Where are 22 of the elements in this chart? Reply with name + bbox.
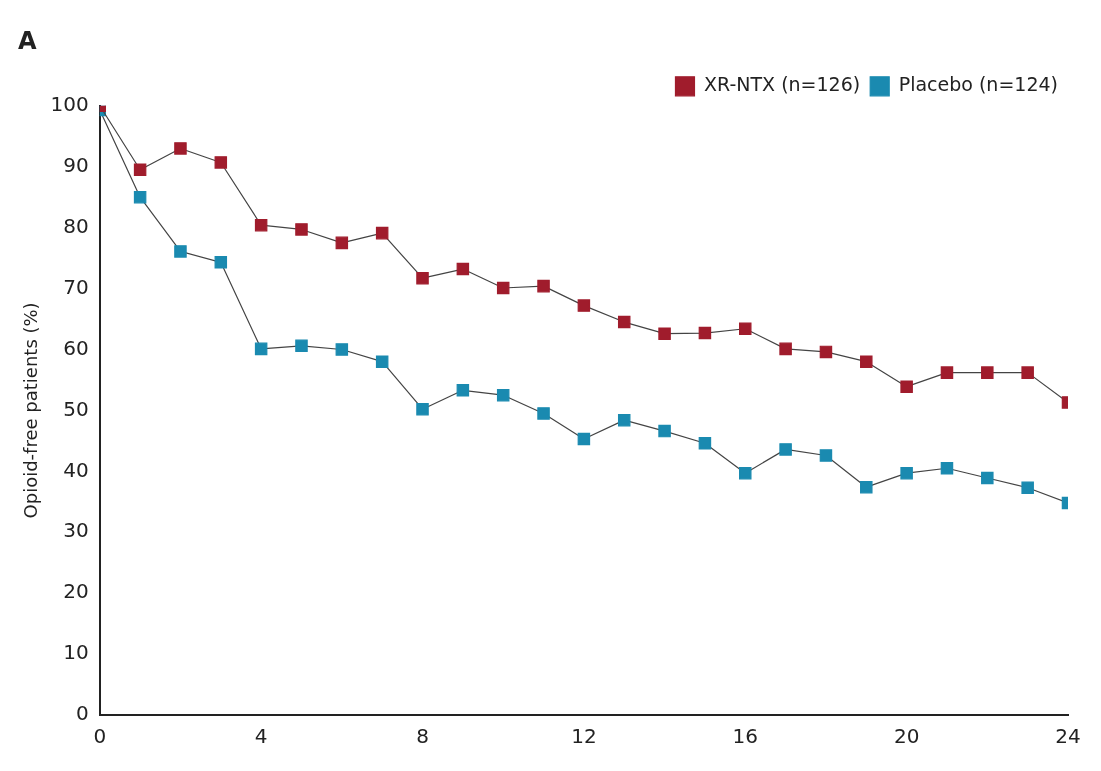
y-tick-label: 80 <box>63 213 89 238</box>
y-tick-label: 20 <box>63 579 89 604</box>
chart-title: A <box>18 26 37 55</box>
y-tick-label: 10 <box>63 640 89 665</box>
x-tick-label: 16 <box>732 724 758 749</box>
x-tick-label: 12 <box>571 724 597 749</box>
x-tick-label: 8 <box>416 724 429 749</box>
y-tick-label: 40 <box>63 457 89 482</box>
y-tick-label: 0 <box>76 701 89 726</box>
legend-label: XR-NTX (n=126) <box>703 73 861 96</box>
legend-label: Placebo (n=124) <box>898 73 1058 96</box>
x-tick-label: 20 <box>893 724 920 749</box>
y-tick-label: 90 <box>63 152 89 177</box>
x-tick-label: 0 <box>93 724 107 749</box>
y-tick-label: 30 <box>63 518 89 543</box>
y-axis-title: Opioid-free patients (%) <box>20 302 42 519</box>
x-tick-label: 4 <box>254 724 268 749</box>
y-tick-label: 70 <box>63 274 89 299</box>
y-tick-label: 50 <box>63 396 89 421</box>
y-tick-label: 60 <box>63 335 89 360</box>
y-tick-label: 100 <box>50 92 89 116</box>
x-tick-label: 24 <box>1055 724 1081 749</box>
